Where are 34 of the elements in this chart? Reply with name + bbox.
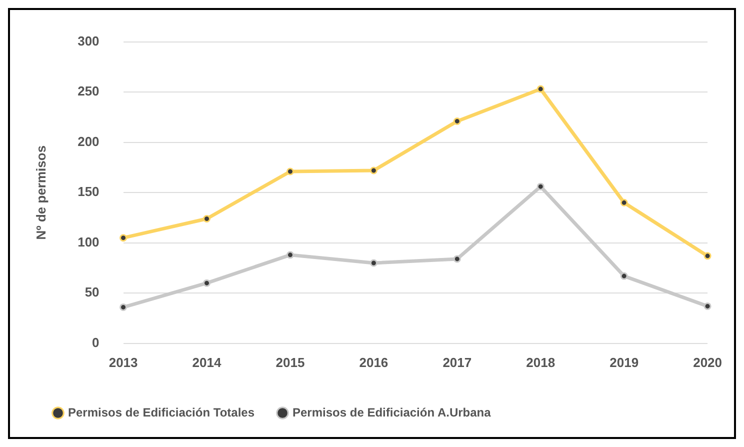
x-tick-label: 2017	[442, 354, 472, 370]
point	[203, 214, 211, 222]
x-tick-label: 2018	[526, 354, 556, 370]
y-tick-label: 250	[78, 84, 100, 99]
legend-label: Permisos de Edificiación Totales	[68, 405, 255, 420]
legend-label: Permisos de Edificiación A.Urbana	[292, 405, 492, 420]
point	[536, 85, 544, 93]
y-tick-label: 300	[78, 33, 100, 48]
y-tick-label: 150	[78, 184, 100, 200]
point	[704, 252, 712, 260]
point	[370, 259, 378, 267]
x-tick-label: 2015	[276, 354, 305, 370]
x-tick-label: 2013	[108, 354, 138, 370]
y-tick-label: 100	[78, 234, 100, 250]
y-tick-label: 50	[84, 284, 100, 300]
y-tick-label: 0	[92, 334, 100, 350]
point	[286, 168, 294, 176]
y-tick-label: 200	[78, 134, 100, 149]
x-tick-label: 2016	[359, 354, 388, 370]
point	[120, 303, 128, 311]
point	[453, 255, 461, 263]
point	[120, 234, 128, 242]
x-tick-label: 2020	[693, 354, 722, 370]
y-axis-title: Nº de permisos	[33, 145, 48, 240]
point	[704, 302, 712, 310]
x-tick-label: 2014	[192, 354, 222, 370]
point	[536, 182, 544, 190]
point	[453, 117, 461, 125]
point	[370, 166, 378, 174]
point	[620, 272, 628, 280]
point	[620, 198, 628, 206]
x-tick-label: 2019	[610, 354, 639, 370]
point	[203, 279, 211, 287]
point	[286, 251, 294, 259]
